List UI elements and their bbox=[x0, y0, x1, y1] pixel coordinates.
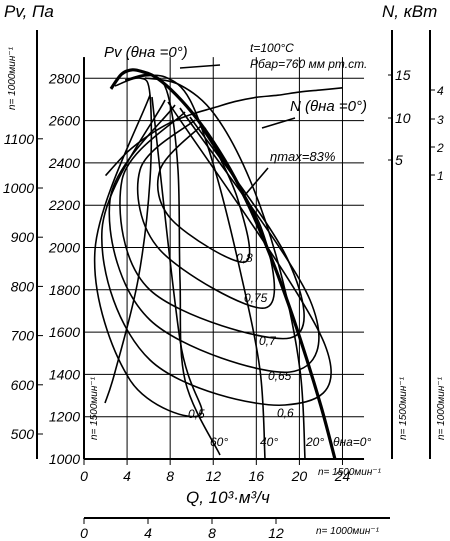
y-tick-label: 2800 bbox=[48, 70, 80, 86]
y-tick-label: 1400 bbox=[49, 366, 80, 382]
x-tick-label: 20 bbox=[291, 468, 308, 484]
left-scale-label: 500 bbox=[11, 426, 35, 442]
chart-grid bbox=[83, 57, 365, 460]
y-tick-label: 2200 bbox=[48, 197, 80, 213]
chart-labels: 0 4 8 12 16 20 2410001200140016001800200022002… bbox=[3, 67, 444, 541]
right-scale-n1000-note: n= 1000мин⁻¹ bbox=[436, 376, 447, 440]
conditions-leader bbox=[179, 64, 221, 69]
right-scale-label: 15 bbox=[395, 67, 411, 83]
right-scale-2-label: 1 bbox=[437, 169, 444, 183]
efficiency-label: 0,65 bbox=[268, 369, 292, 383]
chart-curves bbox=[93, 64, 343, 460]
power-leader bbox=[261, 117, 296, 129]
right-scale-label: 5 bbox=[395, 152, 403, 168]
x2-tick-label: 8 bbox=[208, 525, 216, 541]
left-scale-label: 900 bbox=[11, 229, 35, 245]
damper-angle-label: θна=0° bbox=[333, 435, 371, 449]
y-right-axis-title: N, кВт bbox=[382, 2, 437, 21]
y-tick-label: 2000 bbox=[48, 240, 80, 256]
right-scale-label: 10 bbox=[395, 110, 411, 126]
x2-tick-label: 4 bbox=[144, 525, 152, 541]
efficiency-label: 0,75 bbox=[244, 291, 268, 305]
efficiency-contour bbox=[101, 99, 332, 407]
y-tick-label: 2400 bbox=[48, 155, 80, 171]
right-scale-2-label: 3 bbox=[437, 113, 444, 127]
left-scale-label: n= 1000мин⁻¹ bbox=[7, 46, 18, 110]
conditions-pressure: Рбар=760 мм рт.ст. bbox=[250, 57, 367, 71]
left-scale-label: 1100 bbox=[4, 131, 34, 147]
damper-angle-label: 40° bbox=[260, 435, 278, 449]
y-tick-label: 1200 bbox=[49, 409, 80, 425]
y-tick-label: 1800 bbox=[49, 282, 80, 298]
x-tick-label: 24 bbox=[334, 468, 351, 484]
right-scale-2-label: 2 bbox=[436, 141, 444, 155]
x-axis-note: n= 1500мин⁻¹ bbox=[318, 467, 382, 478]
y-tick-label: 1600 bbox=[49, 324, 80, 340]
conditions-temperature: t=100°C bbox=[250, 41, 294, 55]
x-tick-label: 0 bbox=[80, 468, 88, 484]
efficiency-label: 0,8 bbox=[236, 251, 253, 265]
y-tick-label: 1000 bbox=[49, 451, 80, 467]
damper-angle-curve bbox=[134, 74, 266, 460]
pv-series-line bbox=[109, 68, 337, 460]
damper-angle-label: 20° bbox=[305, 435, 324, 449]
efficiency-label: 0,6 bbox=[277, 406, 294, 420]
right-scale-2-label: 4 bbox=[437, 84, 444, 98]
x-tick-label: 4 bbox=[123, 468, 131, 484]
chart-axes bbox=[36, 30, 435, 524]
left-scale-label: 800 bbox=[11, 278, 35, 294]
damper-angle-label: 60° bbox=[210, 435, 228, 449]
x-axis-title: Q, 10³·м³/ч bbox=[186, 488, 270, 507]
left-scale-label: 1000 bbox=[3, 180, 34, 196]
y-axis-title: Pv, Па bbox=[4, 2, 54, 21]
right-scale-n1500-note: n= 1500мин⁻¹ bbox=[398, 376, 409, 440]
x-tick-label: 8 bbox=[166, 468, 174, 484]
efficiency-label: 0,5 bbox=[188, 407, 205, 421]
x2-tick-label: 0 bbox=[80, 525, 88, 541]
efficiency-max-label: ηmax=83% bbox=[270, 149, 335, 164]
efficiency-contour bbox=[93, 94, 203, 418]
left-scale-label: 600 bbox=[11, 377, 35, 393]
efficiency-leader bbox=[244, 167, 269, 196]
left-scale-label: 700 bbox=[11, 328, 35, 344]
y-tick-label: 2600 bbox=[48, 113, 80, 129]
x-tick-label: 16 bbox=[249, 468, 265, 484]
x2-tick-label: 12 bbox=[268, 525, 284, 541]
efficiency-label: 0,7 bbox=[259, 334, 277, 348]
x-tick-label: 12 bbox=[205, 468, 221, 484]
efficiency-contour bbox=[119, 111, 305, 340]
pv-curve-label: Pv (θна =0°) bbox=[104, 44, 188, 61]
power-curve-label: N (θна =0°) bbox=[290, 98, 367, 115]
damper-angle-curve bbox=[104, 77, 153, 404]
x2-axis-label: n= 1000мин⁻¹ bbox=[316, 526, 380, 537]
left-scale-note: n= 1500мин⁻¹ bbox=[89, 376, 100, 440]
efficiency-contour bbox=[156, 124, 251, 263]
